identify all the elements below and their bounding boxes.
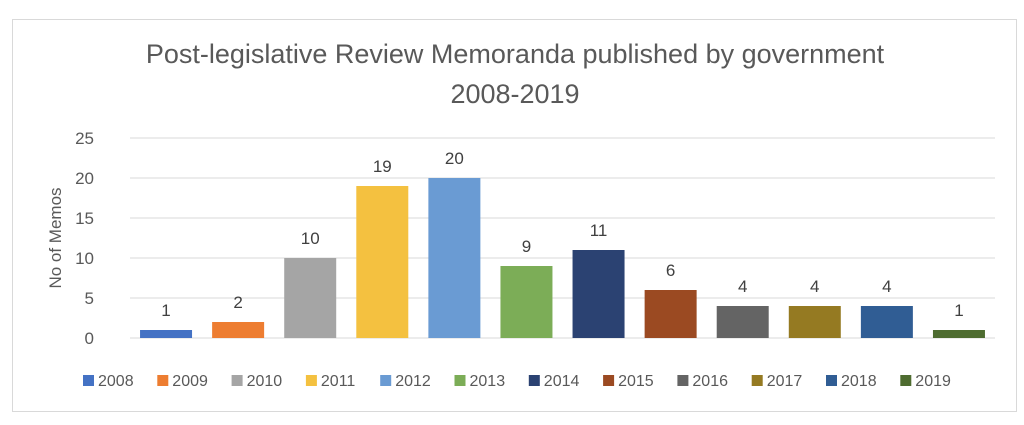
bar-2012: [428, 178, 481, 338]
bars: [140, 178, 985, 338]
data-label-2017: 4: [810, 277, 819, 296]
legend-label-2009: 2009: [172, 373, 208, 390]
data-label-2015: 6: [666, 261, 675, 280]
bar-2009: [212, 322, 265, 338]
legend-label-2011: 2011: [321, 373, 356, 390]
bar-2011: [356, 186, 409, 338]
legend-swatch-2009: [157, 375, 169, 386]
data-label-2019: 1: [954, 301, 963, 320]
chart-title-line1: Post-legislative Review Memoranda publis…: [145, 39, 885, 69]
y-tick-label: 25: [75, 129, 94, 148]
legend-swatch-2017: [751, 375, 763, 386]
y-axis-ticks: 0 5 10 15 20 25: [75, 129, 94, 348]
legend-label-2010: 2010: [247, 373, 283, 390]
data-label-2008: 1: [161, 301, 170, 320]
bar-2008: [140, 330, 193, 338]
data-label-2014: 11: [590, 221, 608, 240]
legend-label-2014: 2014: [544, 373, 580, 390]
y-tick-label: 5: [85, 289, 94, 308]
data-labels: 1 2 10 19 20 9 11 6 4 4 4 1: [161, 149, 963, 320]
bar-2019: [932, 330, 985, 338]
legend-swatch-2012: [380, 375, 392, 386]
bar-2010: [284, 258, 337, 338]
data-label-2010: 10: [301, 229, 320, 248]
legend-label-2015: 2015: [618, 373, 654, 390]
data-label-2013: 9: [522, 237, 531, 256]
chart-title: Post-legislative Review Memoranda publis…: [0, 34, 1024, 114]
legend-swatch-2013: [454, 375, 466, 386]
y-axis-label: No of Memos: [46, 187, 65, 288]
data-label-2018: 4: [882, 277, 891, 296]
legend-label-2017: 2017: [767, 373, 803, 390]
y-tick-label: 15: [75, 209, 94, 228]
y-tick-label: 20: [75, 169, 94, 188]
bar-2013: [500, 266, 553, 338]
y-tick-label: 0: [85, 329, 94, 348]
data-label-2016: 4: [738, 277, 747, 296]
y-tick-label: 10: [75, 249, 94, 268]
data-label-2009: 2: [233, 293, 242, 312]
legend-swatch-2018: [826, 375, 837, 386]
legend-label-2008: 2008: [98, 373, 134, 390]
chart-frame: [12, 19, 1017, 412]
bar-2017: [788, 306, 841, 338]
legend-label-2018: 2018: [841, 373, 877, 390]
bar-2018: [860, 306, 913, 338]
bar-2014: [572, 250, 625, 338]
legend-label-2012: 2012: [395, 373, 431, 390]
bar-2015: [644, 290, 697, 338]
data-label-2011: 19: [373, 157, 392, 176]
legend-swatch-2019: [900, 375, 912, 386]
legend-label-2013: 2013: [470, 373, 506, 390]
legend: 2008 2009 2010 2011 2012 2013 2014 2015 2016 2017…: [83, 373, 951, 390]
legend-label-2019: 2019: [915, 373, 951, 390]
data-label-2012: 20: [445, 149, 464, 168]
gridlines: [130, 137, 995, 339]
legend-swatch-2010: [231, 375, 243, 386]
legend-swatch-2008: [83, 375, 94, 386]
legend-swatch-2016: [677, 375, 689, 386]
chart-title-line2: 2008-2019: [450, 79, 580, 109]
bar-2016: [716, 306, 769, 338]
legend-label-2016: 2016: [692, 373, 728, 390]
legend-swatch-2011: [305, 375, 317, 386]
legend-swatch-2014: [528, 375, 540, 386]
legend-swatch-2015: [603, 375, 615, 386]
